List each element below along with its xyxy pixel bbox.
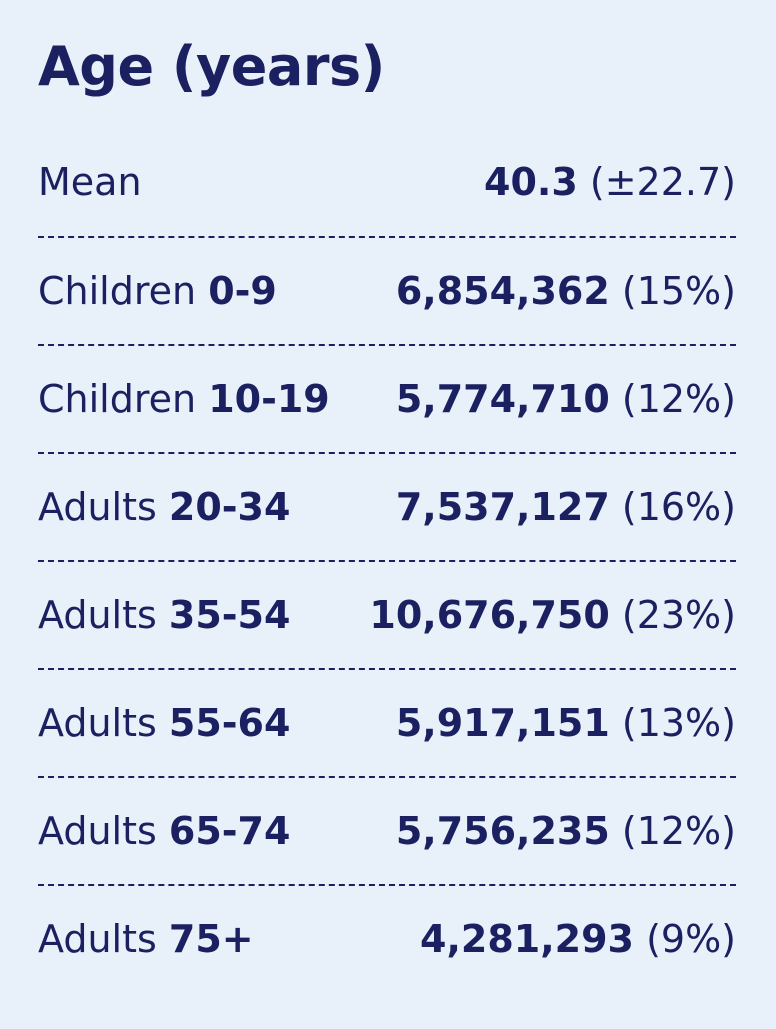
age-group-label: Children 0-9 xyxy=(38,269,277,313)
age-group-range: 20-34 xyxy=(168,485,291,529)
age-group-label: Adults 20-34 xyxy=(38,485,290,529)
mean-value: 40.3 xyxy=(484,160,578,204)
age-group-label: Children 10-19 xyxy=(38,377,330,421)
age-group-label: Adults 65-74 xyxy=(38,809,290,853)
age-group-label: Adults 55-64 xyxy=(38,701,290,745)
age-group-category: Adults xyxy=(38,917,157,961)
age-group-row-5: Adults 65-74 5,756,235 (12%) xyxy=(38,776,736,884)
age-group-count: 7,537,127 xyxy=(395,485,610,529)
age-group-label: Adults 75+ xyxy=(38,917,254,961)
age-group-row-4: Adults 55-64 5,917,151 (13%) xyxy=(38,668,736,776)
age-group-count: 5,917,151 xyxy=(395,701,610,745)
age-group-range: 35-54 xyxy=(168,593,291,637)
age-group-category: Adults xyxy=(38,809,157,853)
mean-sd: (±22.7) xyxy=(589,160,736,204)
age-group-count: 10,676,750 xyxy=(369,593,610,637)
age-group-range: 65-74 xyxy=(168,809,291,853)
age-group-row-0: Children 0-9 6,854,362 (15%) xyxy=(38,236,736,344)
age-group-range: 75+ xyxy=(168,917,254,961)
page-title: Age (years) xyxy=(38,35,385,98)
age-group-row-3: Adults 35-54 10,676,750 (23%) xyxy=(38,560,736,668)
age-group-count: 5,756,235 xyxy=(395,809,610,853)
age-group-count: 4,281,293 xyxy=(420,917,634,961)
mean-row: Mean 40.3 (±22.7) xyxy=(38,128,736,236)
age-group-row-2: Adults 20-34 7,537,127 (16%) xyxy=(38,452,736,560)
age-group-percent: (12%) xyxy=(621,809,736,853)
age-group-percent: (12%) xyxy=(621,377,736,421)
age-group-value: 5,774,710 (12%) xyxy=(396,377,736,421)
age-group-row-6: Adults 75+ 4,281,293 (9%) xyxy=(38,884,736,992)
age-group-value: 5,917,151 (13%) xyxy=(396,701,736,745)
age-group-percent: (23%) xyxy=(621,593,736,637)
age-group-category: Children xyxy=(38,377,197,421)
age-group-value: 6,854,362 (15%) xyxy=(396,269,736,313)
age-group-count: 6,854,362 xyxy=(395,269,610,313)
age-group-category: Children xyxy=(38,269,197,313)
age-table: Mean 40.3 (±22.7) Children 0-9 6,854,362… xyxy=(38,128,736,992)
mean-label: Mean xyxy=(38,160,142,204)
age-group-percent: (15%) xyxy=(621,269,736,313)
age-group-value: 5,756,235 (12%) xyxy=(396,809,736,853)
age-group-category: Adults xyxy=(38,593,157,637)
age-group-row-1: Children 10-19 5,774,710 (12%) xyxy=(38,344,736,452)
age-group-range: 0-9 xyxy=(208,269,277,313)
age-group-value: 4,281,293 (9%) xyxy=(420,917,736,961)
age-group-value: 10,676,750 (23%) xyxy=(369,593,736,637)
age-group-category: Adults xyxy=(38,485,157,529)
age-group-percent: (16%) xyxy=(621,485,736,529)
age-group-category: Adults xyxy=(38,701,157,745)
mean-value-cell: 40.3 (±22.7) xyxy=(484,160,736,204)
age-group-value: 7,537,127 (16%) xyxy=(396,485,736,529)
age-group-range: 55-64 xyxy=(168,701,291,745)
age-group-label: Adults 35-54 xyxy=(38,593,290,637)
age-group-count: 5,774,710 xyxy=(395,377,610,421)
age-group-percent: (13%) xyxy=(621,701,736,745)
age-group-range: 10-19 xyxy=(208,377,330,421)
age-group-percent: (9%) xyxy=(646,917,736,961)
